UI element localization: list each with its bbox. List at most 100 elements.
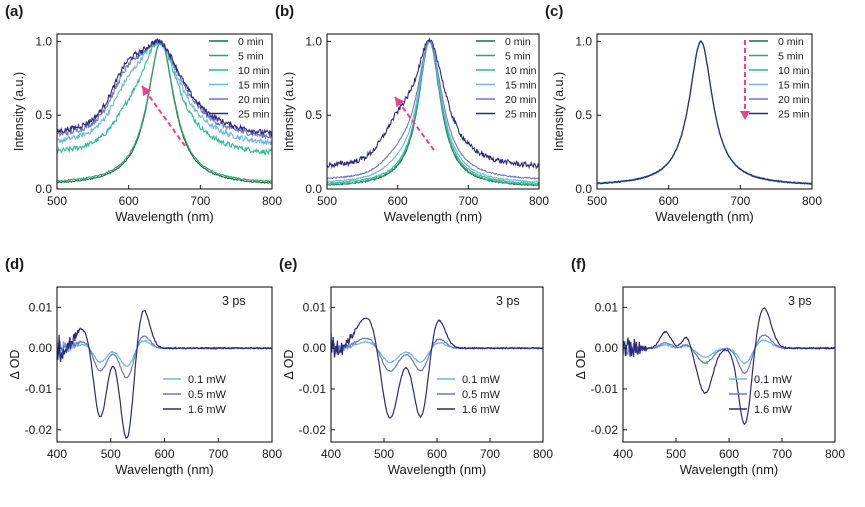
x-tick-label: 700 (458, 194, 478, 208)
panel-label: (c) (545, 3, 563, 20)
trend-arrow-line (394, 96, 435, 151)
legend-entry: 0 min (505, 36, 531, 48)
series-line-25-min (327, 37, 539, 170)
legend-entry: 1.6 mW (462, 404, 501, 416)
y-axis-label: Intensity (a.u.) (12, 72, 26, 151)
plot-frame (622, 286, 836, 443)
x-tick-label: 600 (659, 194, 679, 208)
series-line-0-5-mw (57, 335, 272, 379)
y-tick-label: 0.5 (35, 108, 52, 122)
trend-arrow-line (141, 85, 186, 147)
panel-f: (f) 400 500 600 700 800 0.01 0.00 -0.01 -0.02 Wave… (571, 256, 845, 477)
legend-entry: 1.6 mW (754, 404, 793, 416)
series-group (327, 37, 539, 187)
legend-entry: 0 min (778, 36, 804, 48)
y-tick-label: 0.01 (303, 300, 327, 314)
x-tick-label: 800 (825, 447, 845, 461)
x-tick-label: 700 (190, 194, 210, 208)
x-tick-label: 800 (529, 194, 549, 208)
y-tick-label: 0.01 (29, 300, 53, 314)
x-axis-label: Wavelength (nm) (115, 209, 214, 224)
legend-entry: 0.1 mW (754, 374, 793, 386)
legend-entry: 20 min (778, 94, 810, 106)
y-tick-label: 0.00 (303, 341, 327, 355)
y-tick-label: -0.02 (25, 423, 53, 437)
series-group (623, 307, 835, 426)
time-annotation: 3 ps (222, 294, 246, 308)
x-tick-label: 800 (802, 194, 822, 208)
series-line-1-6-mw (331, 317, 543, 419)
y-tick-label: 0.0 (305, 182, 322, 196)
panel-label: (b) (275, 3, 294, 20)
panel-b: (b) 500 600 700 800 0.0 0.5 1.0 Wavelength (nm) I… (275, 3, 549, 224)
trend-arrow-head (142, 86, 152, 97)
x-axis-label: Wavelength (nm) (680, 462, 779, 477)
x-tick-label: 700 (772, 447, 792, 461)
x-tick-label: 500 (317, 194, 337, 208)
trend-arrow-head (395, 97, 405, 108)
y-tick-label: 0.0 (35, 182, 52, 196)
x-tick-label: 600 (388, 194, 408, 208)
x-axis-label: Wavelength (nm) (655, 209, 754, 224)
panel-d: (d) 400 500 600 700 800 0.01 0.00 -0.01 -0.02 Wave… (5, 256, 282, 477)
plot-frame (56, 286, 273, 443)
y-tick-label: 0.00 (595, 341, 619, 355)
legend-entry: 0.5 mW (462, 389, 501, 401)
legend-entry: 0 min (238, 36, 264, 48)
x-tick-label: 600 (154, 447, 174, 461)
series-line-0-5-mw (623, 334, 835, 375)
series-line-1-6-mw (623, 307, 835, 426)
y-tick-label: 0.01 (595, 300, 619, 314)
x-tick-label: 500 (666, 447, 686, 461)
y-axis-label: Intensity (a.u.) (552, 72, 566, 151)
legend-entry: 25 min (238, 109, 270, 121)
legend-entry: 0.5 mW (754, 389, 793, 401)
x-tick-label: 700 (480, 447, 500, 461)
legend: 0 min 5 min 10 min 15 min 20 min 25 min (749, 36, 810, 121)
y-tick-label: 0.00 (29, 341, 53, 355)
series-line-25-min (597, 40, 812, 185)
legend-entry: 15 min (778, 80, 810, 92)
panel-label: (d) (5, 256, 24, 273)
series-group (597, 39, 812, 186)
legend-entry: 5 min (238, 51, 264, 63)
y-tick-label: 1.0 (575, 34, 592, 48)
series-line-1-6-mw (57, 310, 272, 439)
y-tick-label: 0.0 (575, 182, 592, 196)
legend-entry: 10 min (505, 65, 537, 77)
legend: 0.1 mW 0.5 mW 1.6 mW (729, 374, 793, 416)
legend-entry: 10 min (778, 65, 810, 77)
y-tick-label: -0.01 (299, 382, 327, 396)
series-line-0-1-mw (331, 340, 543, 364)
x-axis-label: Wavelength (nm) (115, 462, 214, 477)
y-tick-label: -0.02 (591, 423, 619, 437)
y-tick-label: -0.01 (25, 382, 53, 396)
y-tick-label: 0.5 (575, 108, 592, 122)
legend: 0 min 5 min 10 min 15 min 20 min 25 min (476, 36, 537, 121)
plot-frame (596, 33, 813, 190)
panel-a: (a) 500 600 700 800 0.0 0.5 1.0 Wavelength (nm) I… (5, 3, 282, 224)
legend-entry: 25 min (778, 109, 810, 121)
y-axis-label: Intensity (a.u.) (282, 72, 296, 151)
legend: 0.1 mW 0.5 mW 1.6 mW (163, 374, 227, 416)
y-tick-label: 1.0 (305, 34, 322, 48)
time-annotation: 3 ps (496, 294, 520, 308)
legend-entry: 5 min (505, 51, 531, 63)
panel-e: (e) 400 500 600 700 800 0.01 0.00 -0.01 -0.02 Wave… (279, 256, 553, 477)
y-axis-label: Δ OD (282, 350, 296, 380)
legend-entry: 20 min (238, 94, 270, 106)
plot-frame (330, 286, 544, 443)
legend-entry: 0.5 mW (188, 389, 227, 401)
plot-frame (326, 33, 540, 190)
legend-entry: 0.1 mW (462, 374, 501, 386)
series-line-25-min (57, 37, 272, 137)
x-tick-label: 600 (427, 447, 447, 461)
legend-entry: 5 min (778, 51, 804, 63)
x-tick-label: 600 (719, 447, 739, 461)
panel-label: (a) (5, 3, 23, 20)
x-tick-label: 700 (730, 194, 750, 208)
legend-entry: 25 min (505, 109, 537, 121)
x-tick-label: 800 (262, 447, 282, 461)
legend: 0 min 5 min 10 min 15 min 20 min 25 min (209, 36, 270, 121)
